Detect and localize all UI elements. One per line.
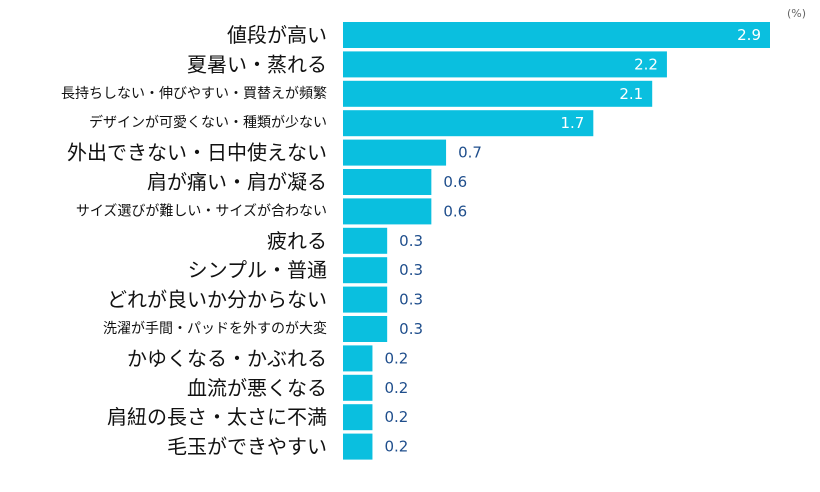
category-label-14: 肩紐の長さ・太さに不満: [107, 405, 327, 429]
value-label-12: 0.2: [384, 349, 408, 367]
value-label-1: 2.9: [737, 26, 761, 44]
category-label-2: 夏暑い・蒸れる: [187, 52, 327, 76]
bar-12: [343, 345, 373, 372]
value-label-3: 2.1: [619, 85, 643, 103]
category-label-4: デザインが可愛くない・種類が少ない: [89, 114, 327, 131]
bar-13: [343, 374, 373, 401]
bar-1: [343, 22, 770, 48]
value-label-11: 0.3: [399, 320, 423, 338]
bar-5: [343, 139, 447, 166]
value-label-13: 0.2: [384, 379, 408, 397]
bar-2: [343, 51, 667, 78]
bar-4: [343, 110, 594, 137]
category-label-15: 毛玉ができやすい: [167, 435, 327, 459]
value-label-6: 0.6: [443, 173, 467, 191]
category-label-1: 値段が高い: [227, 23, 327, 47]
category-label-11: 洗濯が手間・パッドを外すのが大変: [103, 320, 327, 337]
value-label-5: 0.7: [458, 144, 482, 162]
category-label-12: かゆくなる・かぶれる: [127, 346, 327, 370]
category-labels-group: 値段が高い夏暑い・蒸れる長持ちしない・伸びやすい・買替えが頻繁デザインが可愛くな…: [61, 23, 327, 459]
bar-9: [343, 257, 388, 284]
value-labels-group: 2.9 2.2 2.1 1.7 0.7 0.6 0.6 0.3 0.3 0.3 0.3 0.2 0.2 0…: [384, 26, 761, 456]
bar-7: [343, 198, 432, 225]
bars-group: [343, 22, 770, 460]
value-label-4: 1.7: [560, 114, 584, 132]
value-label-7: 0.6: [443, 202, 467, 220]
category-label-9: シンプル・普通: [188, 258, 327, 282]
value-label-2: 2.2: [634, 55, 658, 73]
category-label-7: サイズ選びが難しい・サイズが合わない: [76, 203, 327, 219]
category-label-13: 血流が悪くなる: [187, 376, 327, 400]
bar-14: [343, 404, 373, 431]
category-label-3: 長持ちしない・伸びやすい・買替えが頻繁: [61, 86, 327, 102]
bar-10: [343, 286, 388, 313]
bar-11: [343, 316, 388, 342]
category-label-5: 外出できない・日中使えない: [67, 141, 327, 165]
value-label-10: 0.3: [399, 291, 423, 309]
value-label-15: 0.2: [384, 438, 408, 456]
category-label-10: どれが良いか分からない: [107, 288, 327, 312]
bar-3: [343, 80, 653, 107]
value-label-9: 0.3: [399, 261, 423, 279]
bar-8: [343, 227, 388, 254]
value-label-8: 0.3: [399, 232, 423, 250]
bar-15: [343, 433, 373, 460]
bar-6: [343, 169, 432, 195]
category-label-6: 肩が痛い・肩が凝る: [147, 170, 327, 194]
value-label-14: 0.2: [384, 408, 408, 426]
unit-label: (%): [787, 7, 806, 20]
category-label-8: 疲れる: [267, 229, 327, 253]
